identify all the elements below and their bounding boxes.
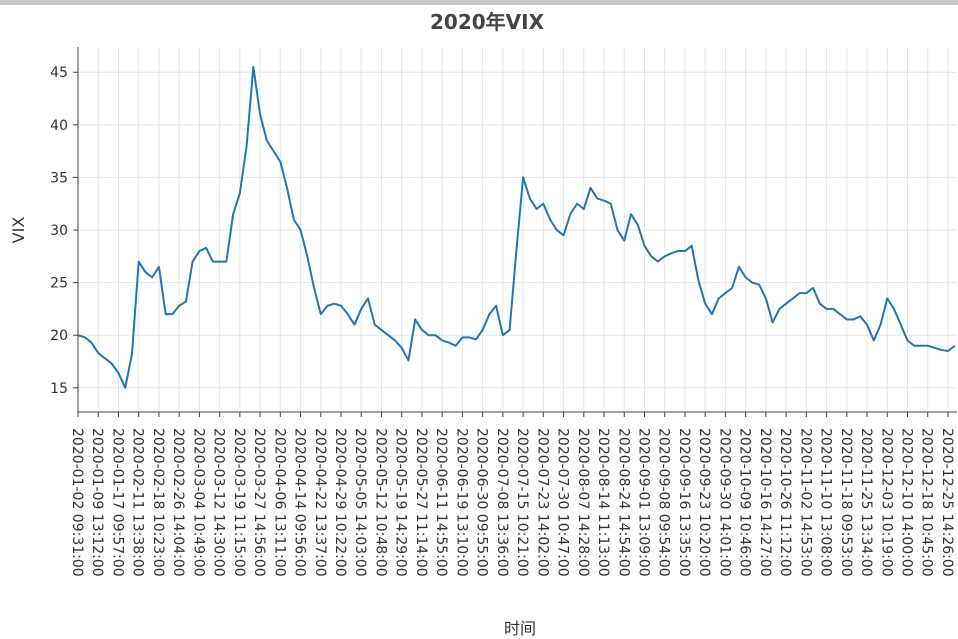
- x-tick-label: 2020-04-06 13:11:00: [271, 428, 287, 577]
- x-tick-label: 2020-12-18 10:45:00: [919, 428, 935, 577]
- x-tick-label: 2020-05-12 10:48:00: [372, 428, 388, 577]
- x-tick-label: 2020-01-17 09:57:00: [109, 428, 125, 577]
- x-tick-label: 2020-03-19 11:15:00: [231, 428, 247, 577]
- x-tick-label: 2020-10-09 10:46:00: [737, 428, 753, 577]
- top-bar: [0, 0, 958, 5]
- x-tick-label: 2020-12-25 14:26:00: [939, 428, 955, 577]
- x-tick-label: 2020-07-08 13:36:00: [494, 428, 510, 577]
- x-tick-label: 2020-04-14 09:56:00: [292, 428, 308, 577]
- x-tick-label: 2020-08-07 14:28:00: [575, 428, 591, 577]
- x-tick-label: 2020-05-27 11:14:00: [413, 428, 429, 577]
- y-tick-label: 30: [50, 223, 68, 239]
- x-tick-label: 2020-03-04 10:49:00: [190, 428, 206, 577]
- x-tick-label: 2020-01-02 09:31:00: [69, 428, 85, 577]
- x-tick-label: 2020-12-03 10:19:00: [878, 428, 894, 577]
- x-tick-label: 2020-07-23 14:02:00: [534, 428, 550, 577]
- x-tick-label: 2020-11-10 13:08:00: [818, 428, 834, 577]
- y-tick-label: 40: [50, 118, 68, 134]
- x-tick-label: 2020-10-26 11:12:00: [777, 428, 793, 577]
- x-tick-label: 2020-09-23 10:20:00: [696, 428, 712, 577]
- x-tick-label: 2020-11-02 14:53:00: [797, 428, 813, 577]
- x-tick-label: 2020-11-18 09:53:00: [838, 428, 854, 577]
- x-tick-label: 2020-09-30 14:01:00: [716, 428, 732, 577]
- x-tick-label: 2020-03-12 14:30:00: [211, 428, 227, 577]
- x-tick-label: 2020-09-08 09:54:00: [656, 428, 672, 577]
- x-tick-label: 2020-12-10 14:00:00: [898, 428, 914, 577]
- y-tick-label: 20: [50, 328, 68, 344]
- x-tick-label: 2020-06-30 09:55:00: [474, 428, 490, 577]
- x-axis-label: 时间: [504, 619, 536, 638]
- x-tick-label: 2020-09-16 13:35:00: [676, 428, 692, 577]
- x-tick-label: 2020-08-24 14:54:00: [615, 428, 631, 577]
- y-tick-label: 15: [50, 381, 68, 397]
- x-tick-label: 2020-06-19 13:10:00: [453, 428, 469, 577]
- x-tick-label: 2020-07-30 10:47:00: [555, 428, 571, 577]
- y-tick-label: 25: [50, 276, 68, 292]
- x-tick-label: 2020-09-01 13:09:00: [635, 428, 651, 577]
- x-tick-label: 2020-11-25 13:34:00: [858, 428, 874, 577]
- y-tick-label: 45: [50, 65, 68, 81]
- line: [77, 65, 956, 389]
- x-tick-label: 2020-02-18 10:23:00: [150, 428, 166, 577]
- x-tick-label: 2020-01-09 13:12:00: [89, 428, 105, 577]
- y-tick-label: 35: [50, 170, 68, 186]
- x-tick-label: 2020-03-27 14:56:00: [251, 428, 267, 577]
- x-tick-label: 2020-02-26 14:04:00: [170, 428, 186, 577]
- x-tick-label: 2020-07-15 10:21:00: [514, 428, 530, 577]
- x-tick-label: 2020-05-05 14:03:00: [352, 428, 368, 577]
- chart-title: 2020年VIX: [430, 10, 545, 34]
- x-tick-label: 2020-06-11 14:55:00: [433, 428, 449, 577]
- x-tick-label: 2020-04-22 13:37:00: [312, 428, 328, 577]
- x-tick-label: 2020-02-11 13:38:00: [130, 428, 146, 577]
- x-tick-label: 2020-08-14 11:13:00: [595, 428, 611, 577]
- x-tick-label: 2020-05-19 14:29:00: [393, 428, 409, 577]
- y-axis-label: VIX: [9, 217, 28, 244]
- x-tick-label: 2020-10-16 14:27:00: [757, 428, 773, 577]
- x-tick-label: 2020-04-29 10:22:00: [332, 428, 348, 577]
